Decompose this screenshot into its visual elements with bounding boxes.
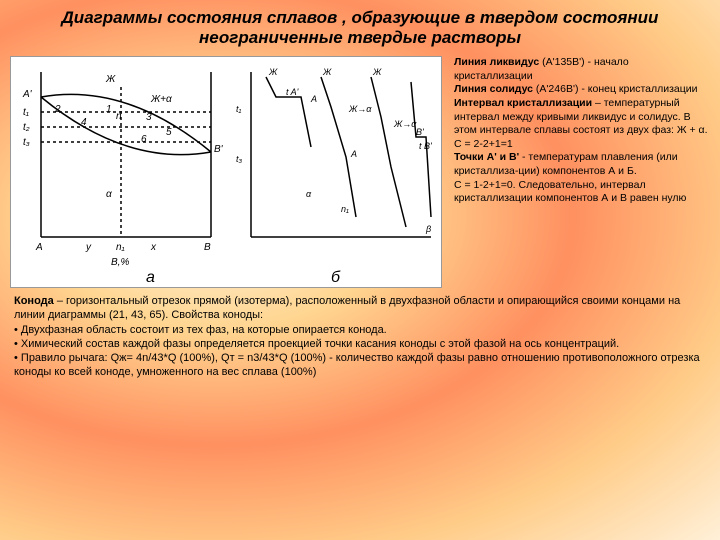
svg-text:Ж→α: Ж→α (393, 119, 417, 129)
liquidus-formula: (А'135В') (542, 56, 585, 68)
svg-text:t₁: t₁ (236, 104, 242, 114)
svg-text:t₃: t₃ (236, 154, 243, 164)
points-formula: С = 1-2+1=0. Следовательно, интервал кри… (454, 179, 686, 205)
svg-text:A: A (350, 149, 357, 159)
bullet-2: • Химический состав каждой фазы определя… (14, 338, 619, 350)
svg-text:α: α (306, 189, 312, 199)
svg-text:β: β (425, 224, 431, 234)
svg-text:A': A' (22, 89, 33, 100)
svg-text:Ж: Ж (268, 67, 278, 77)
svg-text:Ж: Ж (105, 74, 116, 85)
svg-text:n₁: n₁ (116, 242, 125, 253)
konoda-desc: – горизонтальный отрезок прямой (изотерм… (14, 295, 680, 321)
points-label: Точки А' и В' (454, 151, 519, 163)
svg-text:5: 5 (166, 127, 172, 138)
solidus-desc: - конец кристаллизации (581, 83, 697, 95)
svg-text:6: 6 (141, 134, 147, 145)
svg-text:A: A (35, 242, 43, 253)
svg-text:t₁: t₁ (23, 107, 29, 118)
svg-text:α: α (106, 189, 112, 200)
svg-text:B,%: B,% (111, 257, 129, 268)
solidus-formula: (А'246В') (536, 83, 579, 95)
bullet-3: • Правило рычага: Qж= 4n/43*Q (100%), Qт… (14, 352, 700, 378)
solidus-label: Линия солидус (454, 83, 533, 95)
svg-text:n: n (116, 111, 122, 122)
page-title: Диаграммы состояния сплавов , образующие… (0, 0, 720, 52)
svg-text:б: б (331, 269, 341, 286)
svg-text:A: A (310, 94, 317, 104)
svg-text:a: a (146, 269, 155, 286)
svg-text:3: 3 (146, 112, 152, 123)
interval-label: Интервал кристаллизации (454, 97, 592, 109)
svg-text:2: 2 (54, 104, 61, 115)
konoda-label: Конода (14, 295, 54, 307)
svg-text:1: 1 (106, 104, 112, 115)
main-row: A' t₁ t₂ t₃ 2 4 n 1 3 5 6 Ж α Ж+α B' Ay n₁ x B B… (0, 52, 720, 288)
svg-text:B': B' (416, 127, 424, 137)
svg-text:t₂: t₂ (23, 122, 30, 133)
svg-text:Ж→α: Ж→α (348, 104, 372, 114)
svg-text:y: y (85, 242, 92, 253)
bottom-description: Конода – горизонтальный отрезок прямой (… (0, 288, 720, 380)
svg-text:x: x (150, 242, 157, 253)
side-description: Линия ликвидус (А'135В') - начало криста… (442, 56, 710, 288)
liquidus-label: Линия ликвидус (454, 56, 539, 68)
phase-diagram: A' t₁ t₂ t₃ 2 4 n 1 3 5 6 Ж α Ж+α B' Ay n₁ x B B… (10, 56, 442, 288)
svg-text:n₁: n₁ (341, 204, 349, 214)
svg-text:B': B' (214, 144, 224, 155)
svg-text:4: 4 (81, 117, 87, 128)
svg-text:t B': t B' (419, 141, 432, 151)
svg-text:Ж: Ж (372, 67, 382, 77)
svg-text:t A': t A' (286, 87, 299, 97)
svg-text:Ж: Ж (322, 67, 332, 77)
svg-text:B: B (204, 242, 211, 253)
bullet-1: • Двухфазная область состоит из тех фаз,… (14, 324, 387, 336)
svg-text:t₃: t₃ (23, 137, 30, 148)
svg-text:Ж+α: Ж+α (150, 94, 172, 105)
